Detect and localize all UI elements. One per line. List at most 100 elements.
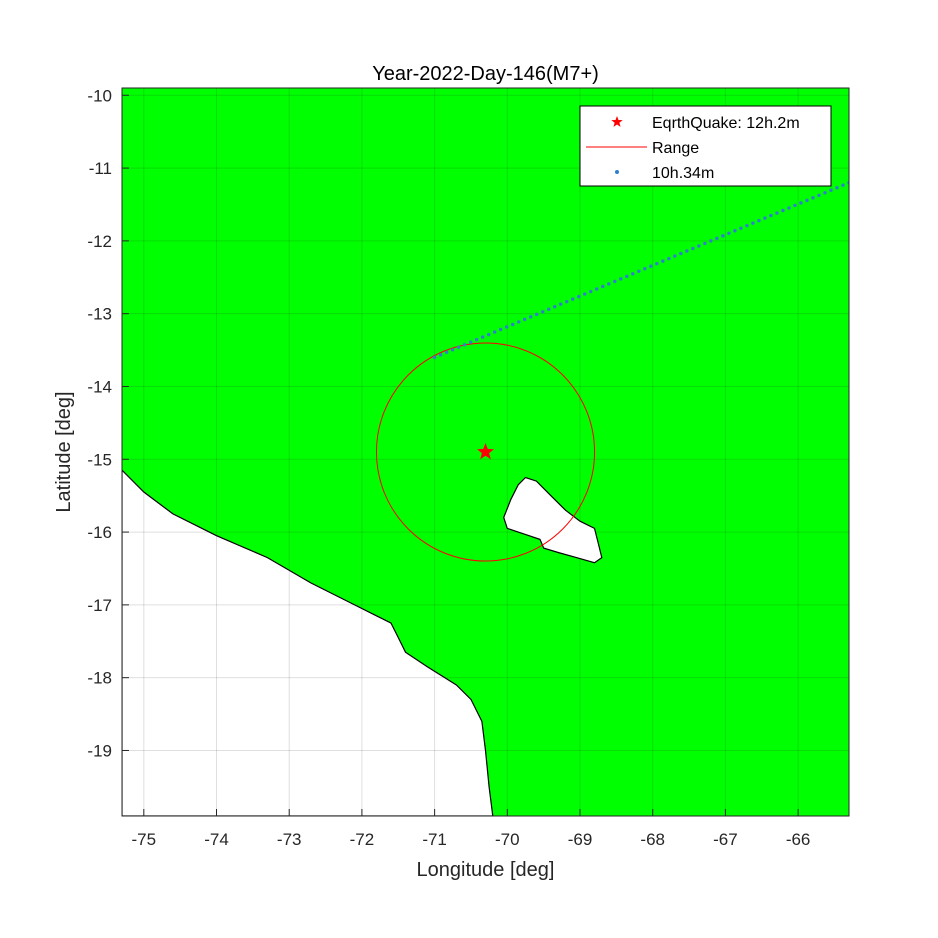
legend-earthquake-label: EqrthQuake: 12h.2m <box>652 115 800 132</box>
plot-frame <box>121 87 850 817</box>
y-axis-ticks: -10 -11 -12 -13 -14 -15 -16 -17 -18 -19 <box>87 86 129 760</box>
track-point <box>462 342 467 347</box>
track-point <box>703 241 707 246</box>
track-point <box>667 256 671 261</box>
y-tick-label: -11 <box>89 159 112 178</box>
range-circle <box>375 342 596 562</box>
track-point <box>751 221 755 225</box>
legend: EqrthQuake: 12h.2m Range 10h.34m <box>579 105 832 187</box>
track-point <box>619 277 623 281</box>
x-axis-ticks: -75 -74 -73 -72 -71 -70 -69 -68 -67 -66 <box>132 809 811 849</box>
track-point <box>739 226 743 230</box>
track-point <box>691 246 695 251</box>
track-point <box>565 299 569 304</box>
x-tick-label: -67 <box>713 830 738 849</box>
track-points <box>432 180 849 360</box>
track-point <box>450 348 455 352</box>
track-point <box>631 272 635 276</box>
track-point <box>504 325 509 329</box>
track-point <box>583 292 587 296</box>
x-tick-label: -70 <box>495 830 520 849</box>
legend-track-marker <box>615 170 619 174</box>
track-point <box>685 249 689 253</box>
land-region <box>122 469 494 816</box>
track-point <box>577 294 581 299</box>
legend-range-label: Range <box>652 140 699 157</box>
y-tick-label: -16 <box>87 523 112 542</box>
y-axis-label: Latitude [deg] <box>53 391 75 512</box>
track-point <box>799 201 803 205</box>
track-point <box>787 206 791 210</box>
track-point <box>601 284 605 289</box>
x-tick-label: -74 <box>204 830 229 849</box>
chart-title: Year-2022-Day-146(M7+) <box>372 63 599 85</box>
x-tick-label: -75 <box>132 830 157 849</box>
track-point <box>823 191 827 195</box>
legend-track-label: 10h.34m <box>652 165 714 182</box>
x-tick-label: -71 <box>422 830 447 849</box>
track-point <box>679 251 683 256</box>
track-point <box>613 279 617 284</box>
track-point <box>468 340 473 344</box>
track-point <box>553 305 557 309</box>
y-tick-label: -15 <box>87 450 112 469</box>
x-tick-label: -72 <box>350 830 375 849</box>
track-point <box>625 274 629 279</box>
track-point <box>637 269 641 273</box>
y-tick-label: -17 <box>87 596 112 615</box>
x-tick-label: -73 <box>277 830 302 849</box>
track-point <box>480 335 485 339</box>
track-point <box>547 307 551 311</box>
track-point <box>835 186 839 190</box>
x-tick-label: -66 <box>786 830 811 849</box>
track-point <box>607 282 611 286</box>
track-point <box>510 322 515 327</box>
track-point <box>529 315 533 319</box>
track-point <box>655 261 659 266</box>
track-point <box>535 312 539 317</box>
track-point <box>474 337 479 342</box>
track-point <box>793 203 797 208</box>
track-point <box>522 317 527 322</box>
x-tick-label: -69 <box>568 830 593 849</box>
track-point <box>757 218 761 223</box>
track-point <box>733 229 737 233</box>
x-tick-label: -68 <box>640 830 665 849</box>
track-point <box>805 198 809 203</box>
track-point <box>673 254 677 258</box>
track-point <box>649 264 653 268</box>
track-point <box>516 320 521 324</box>
grid-lines <box>122 88 849 816</box>
track-point <box>498 327 503 332</box>
y-tick-label: -10 <box>87 86 112 105</box>
track-point <box>829 188 833 192</box>
track-point <box>841 183 845 187</box>
track-point <box>763 216 767 220</box>
track-point <box>709 239 713 243</box>
track-point <box>817 193 821 198</box>
y-tick-label: -14 <box>87 377 112 396</box>
earthquake-marker <box>476 443 495 460</box>
track-point <box>438 353 443 357</box>
y-tick-label: -18 <box>87 669 112 688</box>
track-point <box>444 350 449 354</box>
track-point <box>715 236 719 241</box>
y-tick-label: -12 <box>87 232 112 251</box>
track-point <box>781 208 785 213</box>
track-point <box>571 297 575 301</box>
y-tick-label: -19 <box>87 741 112 760</box>
track-point <box>541 310 545 314</box>
track-point <box>486 332 491 337</box>
plot-area <box>122 88 849 816</box>
y-tick-label: -13 <box>87 305 112 324</box>
track-point <box>432 355 437 360</box>
track-point <box>456 345 461 349</box>
legend-earthquake-marker <box>611 116 623 127</box>
track-point <box>643 267 647 271</box>
track-point <box>697 244 701 248</box>
track-point <box>492 330 497 334</box>
track-point <box>727 231 731 235</box>
lake-region <box>503 476 603 564</box>
track-point <box>769 213 773 218</box>
